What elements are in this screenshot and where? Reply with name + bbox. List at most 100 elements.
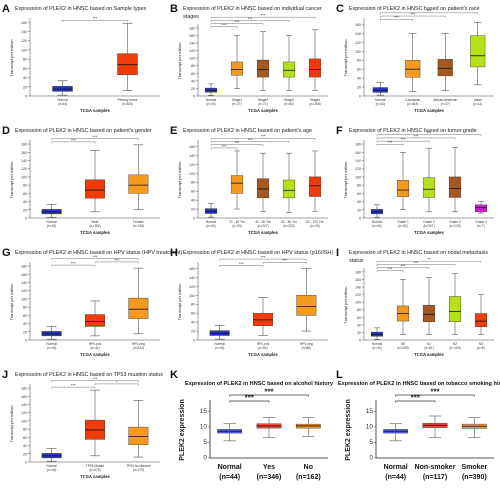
x-n-label: (n=44) (372, 346, 381, 350)
panel-letter: B (170, 3, 178, 15)
y-tick-label: 160 (21, 395, 27, 399)
panel-title: stages (183, 14, 199, 20)
x-axis-label: TCGA samples (248, 230, 278, 235)
y-tick-label: 180 (189, 26, 195, 30)
y-tick-label: 180 (355, 143, 361, 147)
panel-k: K Expression of PLEK2 in HNSC based on al… (170, 369, 334, 481)
y-tick-label: 160 (189, 145, 195, 149)
box-2 (117, 53, 138, 76)
significance-label: *** (411, 393, 421, 402)
panel-title: Expression of PLEK2 in HNSC based on tum… (349, 128, 477, 134)
y-tick-label: 15 (200, 408, 208, 415)
significance-label: *** (239, 261, 244, 266)
panel-letter: L (336, 369, 343, 381)
y-tick-label: 0 (369, 455, 373, 462)
x-category-label: Normal (57, 98, 68, 102)
y-axis-label: Transcript per million (343, 162, 348, 199)
panel-j: J Expression of PLEK2 in HNSC based on TP… (2, 369, 163, 479)
panel-d: D Expression of PLEK2 in HNSC based on pa… (2, 125, 160, 235)
x-category-label: Normal (375, 98, 386, 102)
panel-letter: J (2, 369, 8, 381)
y-tick-label: 120 (189, 163, 195, 167)
panel-letter: K (170, 369, 178, 381)
y-tick-label: 40 (23, 76, 27, 80)
box-3 (128, 174, 149, 194)
y-tick-label: 10 (366, 423, 374, 430)
y-tick-label: 60 (23, 314, 27, 318)
y-tick-label: 120 (355, 167, 361, 171)
y-tick-label: 0 (359, 339, 361, 343)
panel-letter: E (170, 125, 177, 137)
panel-e: E Expression of PLEK2 in HNSC based on pa… (170, 125, 328, 235)
significance-bracket (210, 26, 238, 29)
x-n-label: (n=230) (283, 224, 294, 228)
significance-label: *** (401, 137, 406, 142)
x-n-label: (n=71) (258, 102, 267, 106)
x-n-label: (n=44) (376, 102, 385, 106)
x-category-label: Smoker (461, 464, 487, 471)
x-category-label: Normal (206, 220, 217, 224)
y-axis-label: Transcript per million (343, 40, 348, 77)
y-tick-label: 100 (355, 301, 361, 305)
y-tick-label: 160 (189, 34, 195, 38)
y-tick-label: 20 (23, 452, 27, 456)
x-category-label: N2 (453, 342, 457, 346)
x-category-label: Normal (47, 220, 58, 224)
y-tick-label: 180 (21, 265, 27, 269)
y-tick-label: 0 (359, 217, 361, 221)
x-category-label: Normal (372, 342, 383, 346)
x-category-label: Normal (47, 342, 58, 346)
significance-bracket (376, 261, 482, 263)
panel-title: Expression of PLEK2 in HNSC based on HPV… (15, 250, 182, 256)
y-tick-label: 60 (191, 72, 195, 76)
x-n-label: (n=44) (206, 224, 215, 228)
y-tick-label: 20 (357, 331, 361, 335)
y-tick-label: 140 (189, 154, 195, 158)
y-tick-label: 20 (357, 208, 361, 212)
x-category-label: Caucasian (405, 98, 420, 102)
x-category-label: Normal (372, 220, 383, 224)
x-n-label: (n=125) (449, 224, 460, 228)
y-tick-label: 60 (23, 436, 27, 440)
panel-title: Expression of PLEK2 in HNSC based on tob… (338, 381, 500, 387)
box-4 (448, 176, 462, 198)
y-tick-label: 180 (21, 387, 27, 391)
y-tick-label: 100 (21, 48, 27, 52)
y-tick-label: 140 (355, 159, 361, 163)
significance-label: *** (388, 140, 393, 145)
panel-a: A Expression of PLEX2 in HNSC based on Sa… (2, 3, 160, 113)
x-n-label: (n=307) (423, 224, 434, 228)
significance-bracket (210, 147, 238, 150)
y-tick-label: 160 (355, 23, 361, 27)
y-tick-label: 80 (191, 303, 195, 307)
y-tick-label: 100 (21, 175, 27, 179)
box-2 (230, 175, 244, 194)
x-category-label: Non-smoker (415, 464, 456, 471)
box-2 (85, 314, 105, 327)
y-tick-label: 160 (189, 267, 195, 271)
y-tick-label: 80 (23, 306, 27, 310)
significance-bracket (376, 134, 482, 137)
x-axis-label: TCGA samples (414, 230, 444, 235)
significance-bracket (51, 138, 139, 141)
panel-h: H Expression of PLEK2 in HNSC based on HP… (170, 247, 333, 357)
significance-label: *** (245, 393, 255, 402)
x-axis-label: TCGA samples (248, 352, 278, 357)
y-tick-label: 100 (21, 419, 27, 423)
x-category-label: Normal (47, 464, 58, 468)
x-category-label: TP53-NonMutant (126, 464, 150, 468)
x-category-label: N3 (479, 342, 483, 346)
y-tick-label: 5 (203, 439, 207, 446)
panel-title: status (349, 258, 364, 264)
x-category-label: Asian (474, 98, 482, 102)
x-n-label: (n=41) (90, 346, 99, 350)
x-axis-label: TCGA samples (414, 352, 444, 357)
significance-label: *** (114, 257, 119, 262)
x-n-label: (n=19) (310, 224, 319, 228)
y-tick-label: 100 (355, 50, 361, 54)
significance-label: *** (394, 15, 399, 20)
y-tick-label: 0 (25, 461, 27, 465)
x-axis-label: TCGA samples (80, 352, 110, 357)
x-category-label: Normal (215, 342, 226, 346)
